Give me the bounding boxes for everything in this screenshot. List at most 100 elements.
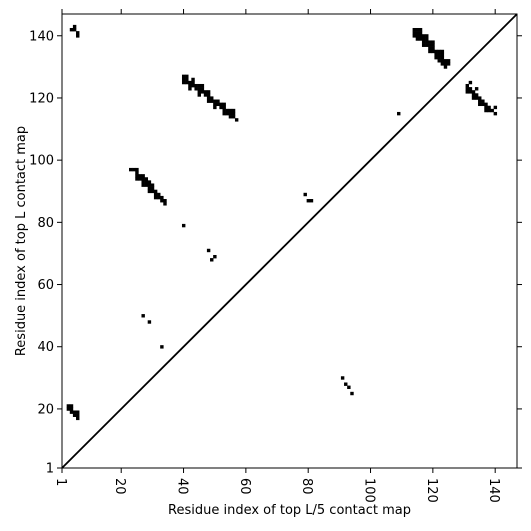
contact-cell-upper bbox=[200, 90, 205, 94]
contact-cell-upper bbox=[225, 108, 230, 113]
contact-cell-upper bbox=[69, 27, 74, 32]
contact-cell-upper bbox=[465, 83, 469, 88]
x-tick-label: 40 bbox=[175, 478, 190, 495]
contact-cell-upper bbox=[443, 65, 448, 69]
contact-cell-upper bbox=[443, 62, 448, 66]
contact-cell-upper bbox=[415, 37, 420, 41]
contact-cell-upper bbox=[468, 80, 473, 85]
contact-cell-upper bbox=[440, 55, 445, 60]
contact-cell-lower bbox=[157, 192, 161, 197]
y-tick-label: 100 bbox=[29, 154, 54, 169]
contact-cell-lower bbox=[66, 407, 71, 411]
contact-cell-lower bbox=[144, 177, 149, 181]
contact-cell-upper bbox=[421, 40, 426, 44]
contact-cell-lower bbox=[141, 183, 145, 187]
contact-cell-upper bbox=[431, 49, 435, 54]
contact-cell-upper bbox=[428, 40, 432, 44]
contact-cell-lower bbox=[160, 345, 164, 349]
contact-cell-upper bbox=[421, 34, 426, 38]
contact-cell-upper bbox=[468, 87, 473, 91]
contact-cell-upper bbox=[465, 90, 469, 94]
contact-cell-upper bbox=[181, 80, 186, 85]
contact-cell-upper bbox=[437, 59, 441, 63]
contact-cell-upper bbox=[431, 46, 435, 51]
contact-cell-lower bbox=[135, 174, 139, 178]
contact-cell-upper bbox=[206, 90, 211, 94]
contact-cell-upper bbox=[213, 102, 217, 107]
contact-cell-upper bbox=[191, 77, 195, 82]
contact-cell-upper bbox=[191, 83, 195, 88]
contact-cell-upper bbox=[76, 31, 80, 35]
contact-cell-upper bbox=[425, 40, 429, 44]
contact-cell-upper bbox=[440, 49, 445, 54]
contact-cell-lower bbox=[76, 413, 80, 417]
contact-cell-lower bbox=[347, 385, 351, 390]
contact-cell-upper bbox=[216, 99, 220, 103]
contact-cell-upper bbox=[465, 87, 469, 91]
contact-cell-upper bbox=[418, 27, 423, 32]
contact-cell-lower bbox=[147, 320, 152, 324]
contact-cell-upper bbox=[434, 49, 438, 54]
contacts-layer bbox=[66, 24, 498, 421]
contact-cell-lower bbox=[66, 404, 71, 408]
contact-cell-upper bbox=[206, 99, 211, 103]
y-tick-label: 120 bbox=[29, 91, 54, 106]
contact-cell-lower bbox=[344, 382, 348, 386]
contact-cell-upper bbox=[210, 96, 214, 100]
contact-cell-upper bbox=[231, 108, 236, 113]
contact-cell-upper bbox=[434, 52, 438, 57]
contact-cell-lower bbox=[160, 195, 164, 200]
contact-cell-lower bbox=[141, 314, 145, 318]
contact-cell-lower bbox=[150, 189, 155, 194]
y-tick-label: 80 bbox=[37, 216, 54, 231]
contact-cell-upper bbox=[471, 93, 476, 97]
contact-cell-upper bbox=[437, 52, 441, 57]
contact-cell-lower bbox=[141, 174, 145, 178]
contact-cell-upper bbox=[471, 90, 476, 94]
contact-cell-upper bbox=[194, 87, 198, 91]
contact-cell-upper bbox=[440, 59, 445, 63]
contact-cell-upper bbox=[197, 83, 201, 88]
contact-cell-lower bbox=[144, 180, 149, 184]
contact-cell-upper bbox=[487, 108, 491, 113]
contact-cell-upper bbox=[415, 31, 420, 35]
contact-cell-upper bbox=[222, 108, 226, 113]
contact-cell-upper bbox=[197, 90, 201, 94]
contact-cell-upper bbox=[425, 34, 429, 38]
contact-cell-upper bbox=[440, 62, 445, 66]
contact-cell-upper bbox=[428, 43, 432, 47]
contact-cell-upper bbox=[200, 83, 205, 88]
contact-cell-upper bbox=[484, 102, 488, 107]
contact-cell-upper bbox=[440, 52, 445, 57]
y-tick-label: 60 bbox=[37, 278, 54, 293]
y-tick-label: 1 bbox=[46, 462, 54, 477]
contact-cell-lower bbox=[309, 199, 314, 203]
contact-cell-upper bbox=[418, 34, 423, 38]
contact-cell-upper bbox=[234, 118, 239, 122]
x-axis-ticks: 1 20 40 60 80 100 120 140 bbox=[53, 9, 501, 503]
contact-cell-upper bbox=[76, 34, 80, 38]
contact-cell-upper bbox=[197, 87, 201, 91]
contact-cell-upper bbox=[437, 55, 441, 60]
y-tick-label: 40 bbox=[37, 340, 54, 355]
contact-cell-upper bbox=[194, 83, 198, 88]
contact-cell-upper bbox=[412, 34, 417, 38]
contact-cell-upper bbox=[231, 111, 236, 116]
contact-cell-upper bbox=[478, 96, 482, 100]
contact-cell-upper bbox=[188, 83, 192, 88]
contact-cell-upper bbox=[188, 87, 192, 91]
contact-cell-lower bbox=[213, 254, 217, 259]
contact-cell-upper bbox=[425, 43, 429, 47]
plot-frame bbox=[61, 13, 518, 469]
contact-cell-upper bbox=[481, 99, 485, 103]
x-axis-label: Residue index of top L/5 contact map bbox=[168, 503, 411, 518]
x-tick-label: 140 bbox=[486, 478, 501, 503]
contact-cell-lower bbox=[210, 258, 214, 262]
contact-cell-lower bbox=[69, 407, 74, 411]
contact-cell-lower bbox=[340, 376, 345, 380]
contact-cell-upper bbox=[203, 93, 208, 97]
contact-cell-upper bbox=[468, 90, 473, 94]
contact-cell-upper bbox=[431, 43, 435, 47]
contact-cell-upper bbox=[397, 111, 401, 116]
